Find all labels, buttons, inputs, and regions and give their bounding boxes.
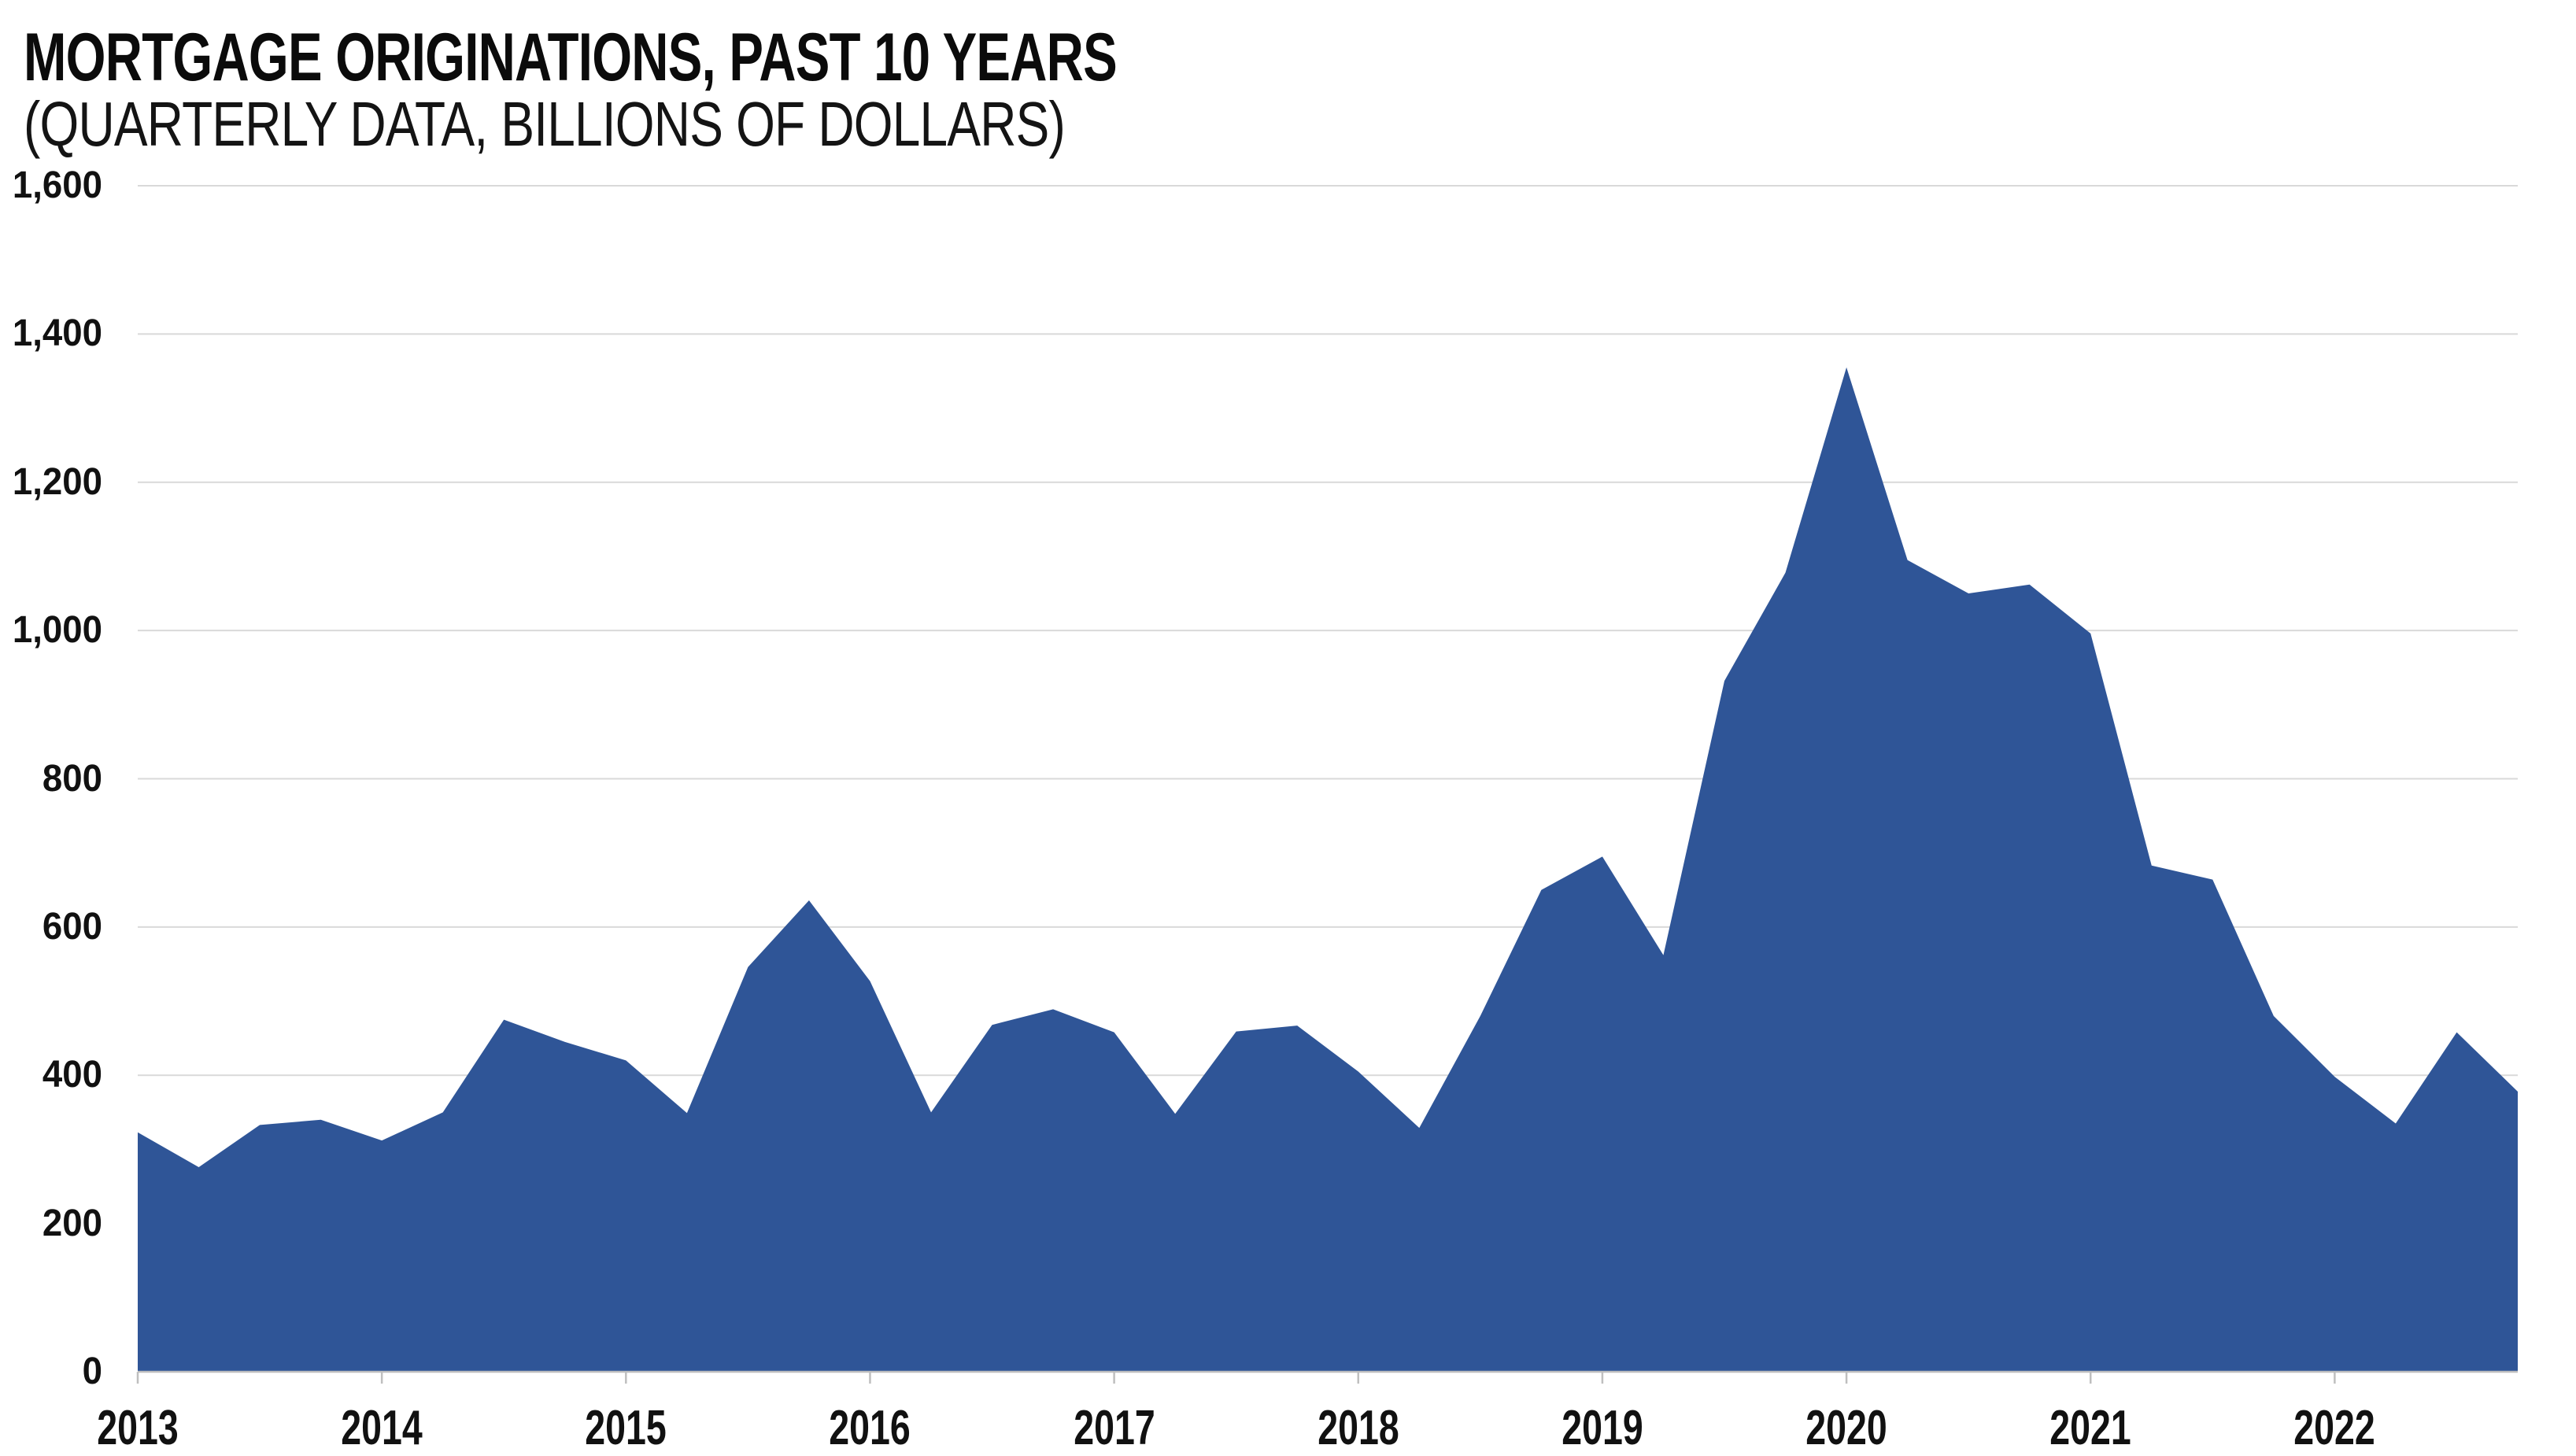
- chart-title: MORTGAGE ORIGINATIONS, PAST 10 YEARS: [24, 20, 1118, 95]
- x-axis-ticks: [136, 1372, 2336, 1384]
- chart-subtitle: (QUARTERLY DATA, BILLIONS OF DOLLARS): [24, 89, 1066, 159]
- area-series: [138, 367, 2518, 1372]
